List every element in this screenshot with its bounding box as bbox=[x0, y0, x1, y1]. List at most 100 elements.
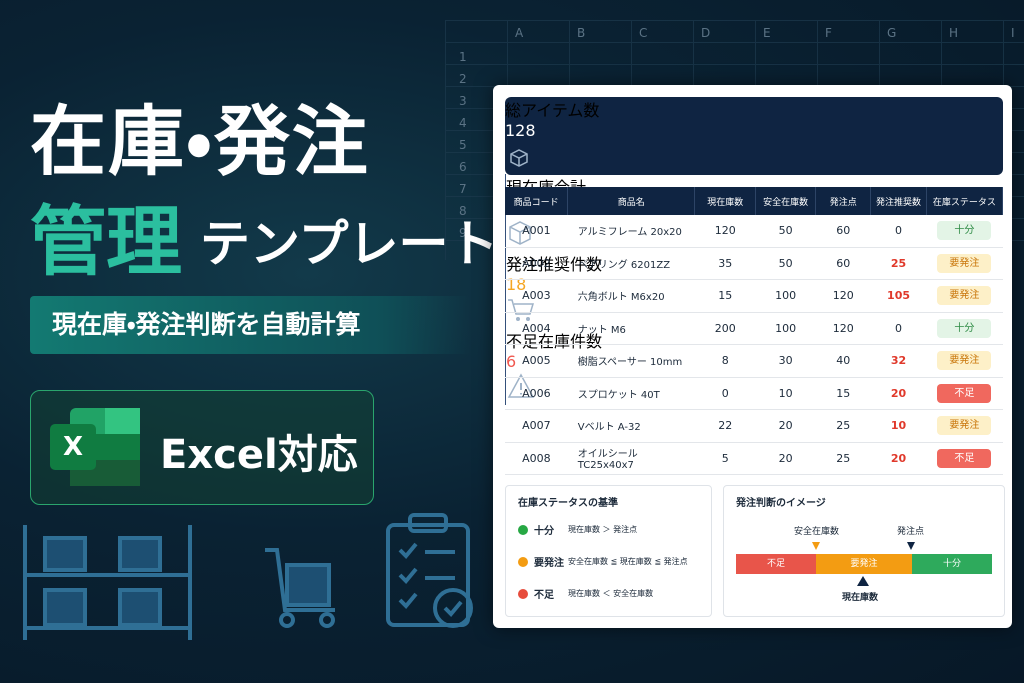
status-badge: 要発注 bbox=[937, 416, 992, 436]
status-badge: 要発注 bbox=[937, 286, 992, 306]
column-header: 安全在庫数 bbox=[755, 187, 817, 215]
table-cell: 樹脂スペーサー 10mm bbox=[567, 344, 695, 378]
table-cell: 0 bbox=[694, 377, 756, 410]
excel-icon-letter: X bbox=[63, 432, 83, 462]
criteria-label: 十分 bbox=[534, 526, 554, 537]
table-cell: 20 bbox=[755, 442, 816, 475]
status-cell: 要発注 bbox=[926, 344, 1003, 378]
table-cell: 25 bbox=[815, 409, 871, 443]
table-cell: 30 bbox=[755, 344, 816, 378]
criteria-label: 要発注 bbox=[534, 558, 564, 569]
table-cell: A004 bbox=[505, 312, 568, 345]
status-badge: 要発注 bbox=[937, 351, 992, 371]
table-cell: 32 bbox=[870, 344, 927, 378]
status-cell: 十分 bbox=[926, 312, 1003, 345]
table-cell: 35 bbox=[694, 247, 756, 280]
markers bbox=[812, 542, 915, 586]
status-dot bbox=[518, 524, 528, 535]
judgement-segment: 要発注 bbox=[816, 554, 912, 574]
marker-current: 現在庫数 bbox=[842, 593, 879, 603]
status-cell: 要発注 bbox=[926, 409, 1003, 443]
table-cell: 5 bbox=[694, 442, 756, 475]
marker-safety: 安全在庫数 bbox=[794, 527, 840, 537]
criteria-item: 不足 現在庫数 ＜ 安全在庫数 bbox=[518, 586, 653, 601]
judgement-segment: 十分 bbox=[912, 554, 992, 574]
table-cell: 20 bbox=[755, 409, 816, 443]
table-cell: 10 bbox=[870, 409, 927, 443]
inventory-table: 商品コード 商品名 現在庫数 安全在庫数 発注点 発注推奨数 在庫ステータス A001 アルミフ… bbox=[505, 187, 1004, 475]
column-header: 在庫ステータス bbox=[926, 187, 1004, 215]
judgement-box: 発注判断のイメージ 安全在庫数 発注点 現在庫数 不足 要発注 十分 bbox=[723, 485, 1005, 617]
status-dot bbox=[518, 556, 528, 567]
table-cell: A002 bbox=[505, 247, 568, 280]
table-cell: 200 bbox=[694, 312, 756, 345]
criteria-rule: 現在庫数 ＞ 発注点 bbox=[568, 525, 638, 534]
status-cell: 不足 bbox=[926, 377, 1003, 410]
table-cell: 60 bbox=[815, 247, 871, 280]
table-cell: 20 bbox=[870, 377, 927, 410]
table-cell: A006 bbox=[505, 377, 568, 410]
status-cell: 要発注 bbox=[926, 279, 1003, 313]
status-badge: 十分 bbox=[937, 318, 992, 338]
table-cell: A001 bbox=[505, 215, 568, 248]
table-cell: 15 bbox=[694, 279, 756, 313]
status-badge: 十分 bbox=[937, 221, 992, 241]
table-cell: ベアリング 6201ZZ bbox=[567, 247, 695, 280]
table-cell: 25 bbox=[870, 247, 927, 280]
table-row: A004 ナット M6 200 100 120 0 十分 bbox=[505, 312, 1003, 345]
excel-icon: X bbox=[50, 408, 140, 486]
status-cell: 要発注 bbox=[926, 247, 1003, 280]
table-cell: 40 bbox=[815, 344, 871, 378]
column-header: 商品コード bbox=[505, 187, 569, 215]
status-cell: 不足 bbox=[926, 442, 1003, 475]
status-dot bbox=[518, 588, 528, 599]
table-cell: 20 bbox=[870, 442, 927, 475]
table-row: A002 ベアリング 6201ZZ 35 50 60 25 要発注 bbox=[505, 247, 1003, 280]
criteria-label: 不足 bbox=[534, 590, 554, 601]
kpi-card: 総アイテム数 128 bbox=[505, 97, 1003, 174]
status-badge: 不足 bbox=[937, 383, 992, 403]
table-row: A005 樹脂スペーサー 10mm 8 30 40 32 要発注 bbox=[505, 344, 1003, 378]
status-badge: 要発注 bbox=[937, 253, 992, 273]
table-cell: A008 bbox=[505, 442, 568, 475]
table-cell: Vベルト A-32 bbox=[567, 409, 695, 443]
table-cell: オイルシール TC25x40x7 bbox=[567, 442, 695, 475]
subtitle: 現在庫・発注判断を自動計算 bbox=[30, 296, 470, 354]
column-header: 発注点 bbox=[815, 187, 872, 215]
table-cell: 50 bbox=[755, 215, 816, 248]
judgement-title: 発注判断のイメージ bbox=[736, 498, 826, 509]
column-header: 商品名 bbox=[567, 187, 696, 215]
kpi-value: 128 bbox=[505, 121, 536, 140]
table-cell: アルミフレーム 20x20 bbox=[567, 215, 695, 248]
table-cell: 0 bbox=[870, 215, 927, 248]
table-cell: 100 bbox=[755, 312, 816, 345]
table-cell: 15 bbox=[815, 377, 871, 410]
table-cell: 120 bbox=[815, 312, 871, 345]
table-row: A007 Vベルト A-32 22 20 25 10 要発注 bbox=[505, 409, 1003, 443]
column-header: 発注推奨数 bbox=[870, 187, 927, 215]
criteria-box: 在庫ステータスの基準 十分 現在庫数 ＞ 発注点 要発注 安全在庫数 ≦ 現在庫数 ≦… bbox=[505, 485, 712, 617]
criteria-item: 要発注 安全在庫数 ≦ 現在庫数 ≦ 発注点 bbox=[518, 554, 688, 569]
table-cell: 0 bbox=[870, 312, 927, 345]
table-cell: ナット M6 bbox=[567, 312, 695, 345]
status-badge: 不足 bbox=[937, 448, 992, 468]
table-cell: 60 bbox=[815, 215, 871, 248]
table-cell: 六角ボルト M6x20 bbox=[567, 279, 695, 313]
decor-icons bbox=[23, 513, 473, 640]
table-cell: スプロケット 40T bbox=[567, 377, 695, 410]
kpi-icon bbox=[510, 149, 528, 167]
kpi-bar: 総アイテム数128現在庫合計3,140発注推奨件数18不足在庫件数6 bbox=[505, 97, 1003, 405]
table-cell: 120 bbox=[815, 279, 871, 313]
title-rest: テンプレート bbox=[200, 215, 499, 273]
criteria-rule: 安全在庫数 ≦ 現在庫数 ≦ 発注点 bbox=[568, 557, 688, 566]
column-header: 現在庫数 bbox=[694, 187, 757, 215]
table-row: A003 六角ボルト M6x20 15 100 120 105 要発注 bbox=[505, 279, 1003, 313]
marker-reorder: 発注点 bbox=[897, 527, 925, 537]
criteria-rule: 現在庫数 ＜ 安全在庫数 bbox=[568, 589, 654, 598]
table-cell: 50 bbox=[755, 247, 816, 280]
table-cell: A003 bbox=[505, 279, 568, 313]
title-accent: 管理 bbox=[30, 197, 182, 286]
table-row: A001 アルミフレーム 20x20 120 50 60 0 十分 bbox=[505, 215, 1003, 248]
table-cell: 100 bbox=[755, 279, 816, 313]
